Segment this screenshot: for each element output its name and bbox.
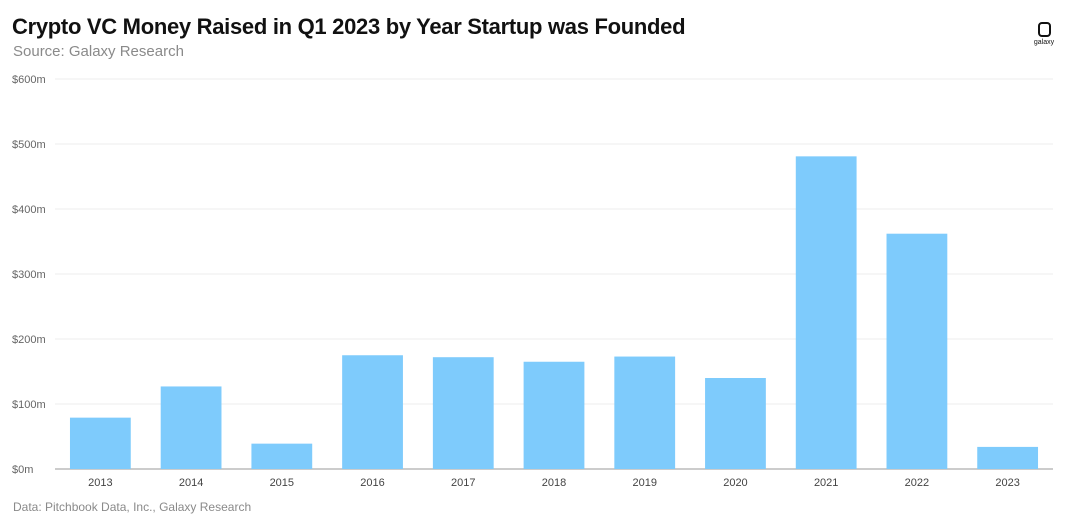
bar-2015 xyxy=(251,443,313,469)
bar-2017 xyxy=(432,357,494,469)
x-tick-label: 2019 xyxy=(632,477,656,489)
bar-2016 xyxy=(342,355,403,469)
galaxy-logo-icon xyxy=(1037,22,1051,37)
y-tick-label: $300m xyxy=(12,269,46,281)
bar-2023 xyxy=(977,446,1039,469)
x-tick-label: 2023 xyxy=(995,477,1019,489)
bar-2021 xyxy=(795,156,857,469)
x-tick-label: 2021 xyxy=(814,477,838,489)
chart-subtitle: Source: Galaxy Research xyxy=(13,43,184,60)
bar-2018 xyxy=(523,361,585,469)
x-tick-label: 2022 xyxy=(905,477,929,489)
bar-2020 xyxy=(705,378,766,469)
x-tick-label: 2020 xyxy=(723,477,747,489)
chart-title: Crypto VC Money Raised in Q1 2023 by Yea… xyxy=(12,14,686,39)
data-source-footnote: Data: Pitchbook Data, Inc., Galaxy Resea… xyxy=(13,500,252,514)
y-tick-label: $200m xyxy=(12,334,46,346)
y-tick-label: $400m xyxy=(12,204,46,216)
bar-2019 xyxy=(614,356,676,469)
x-tick-label: 2015 xyxy=(270,477,294,489)
bar-2014 xyxy=(160,386,222,469)
y-tick-label: $600m xyxy=(12,74,46,86)
bar-2013 xyxy=(69,417,131,469)
y-tick-label: $500m xyxy=(12,139,46,151)
x-tick-label: 2013 xyxy=(88,477,112,489)
x-tick-label: 2017 xyxy=(451,477,475,489)
y-tick-label: $100m xyxy=(12,399,46,411)
y-tick-label: $0m xyxy=(12,464,33,476)
x-tick-label: 2014 xyxy=(179,477,203,489)
bar-2022 xyxy=(886,233,948,469)
galaxy-logo-text: galaxy xyxy=(1033,39,1055,46)
x-tick-label: 2016 xyxy=(360,477,384,489)
x-tick-label: 2018 xyxy=(542,477,566,489)
galaxy-logo: galaxy xyxy=(1024,22,1064,46)
